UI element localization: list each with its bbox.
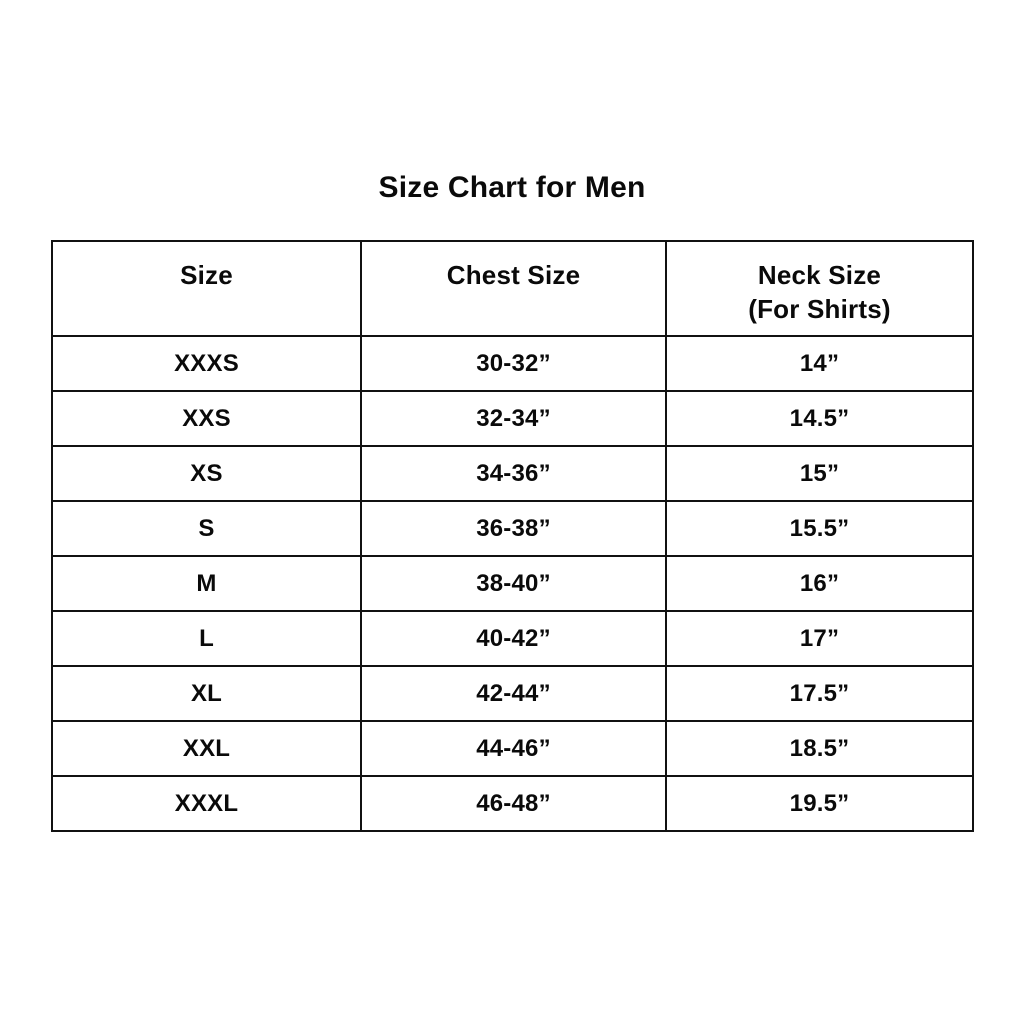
- cell-size: M: [51, 555, 362, 612]
- cell-chest: 46-48”: [360, 775, 667, 832]
- table-body: XXXS 30-32” 14” XXS 32-34” 14.5” XS 34-3…: [51, 335, 974, 832]
- cell-size: XL: [51, 665, 362, 722]
- cell-size: XXL: [51, 720, 362, 777]
- cell-size: XS: [51, 445, 362, 502]
- table-row: XXL 44-46” 18.5”: [51, 720, 974, 777]
- table-row: S 36-38” 15.5”: [51, 500, 974, 557]
- size-chart-table: Size Chest Size Neck Size (For Shirts) X…: [51, 240, 974, 832]
- cell-chest: 36-38”: [360, 500, 667, 557]
- cell-size: S: [51, 500, 362, 557]
- table-header-row: Size Chest Size Neck Size (For Shirts): [51, 240, 974, 337]
- cell-chest: 30-32”: [360, 335, 667, 392]
- cell-neck: 15.5”: [665, 500, 974, 557]
- cell-chest: 40-42”: [360, 610, 667, 667]
- cell-neck: 17.5”: [665, 665, 974, 722]
- cell-size: XXXS: [51, 335, 362, 392]
- table-row: XXXL 46-48” 19.5”: [51, 775, 974, 832]
- cell-size: XXS: [51, 390, 362, 447]
- table-row: M 38-40” 16”: [51, 555, 974, 612]
- column-header-neck-size-line2: (For Shirts): [748, 294, 891, 324]
- table-row: L 40-42” 17”: [51, 610, 974, 667]
- table-header: Size Chest Size Neck Size (For Shirts): [51, 240, 974, 337]
- column-header-neck-size-line1: Neck Size: [757, 260, 882, 290]
- cell-neck: 19.5”: [665, 775, 974, 832]
- table-row: XXXS 30-32” 14”: [51, 335, 974, 392]
- table-row: XXS 32-34” 14.5”: [51, 390, 974, 447]
- column-header-neck-size: Neck Size (For Shirts): [665, 240, 974, 337]
- cell-chest: 32-34”: [360, 390, 667, 447]
- table-row: XL 42-44” 17.5”: [51, 665, 974, 722]
- table-row: XS 34-36” 15”: [51, 445, 974, 502]
- cell-chest: 38-40”: [360, 555, 667, 612]
- column-header-chest-size: Chest Size: [360, 240, 667, 337]
- cell-neck: 17”: [665, 610, 974, 667]
- column-header-size: Size: [51, 240, 362, 337]
- cell-chest: 44-46”: [360, 720, 667, 777]
- cell-neck: 18.5”: [665, 720, 974, 777]
- column-header-size-line1: Size: [180, 260, 233, 290]
- cell-neck: 14”: [665, 335, 974, 392]
- cell-size: XXXL: [51, 775, 362, 832]
- column-header-chest-size-line1: Chest Size: [446, 260, 581, 290]
- cell-neck: 14.5”: [665, 390, 974, 447]
- cell-size: L: [51, 610, 362, 667]
- page-title: Size Chart for Men: [378, 171, 646, 204]
- cell-neck: 16”: [665, 555, 974, 612]
- cell-neck: 15”: [665, 445, 974, 502]
- cell-chest: 42-44”: [360, 665, 667, 722]
- size-chart-table-container: Size Chest Size Neck Size (For Shirts) X…: [51, 240, 974, 832]
- cell-chest: 34-36”: [360, 445, 667, 502]
